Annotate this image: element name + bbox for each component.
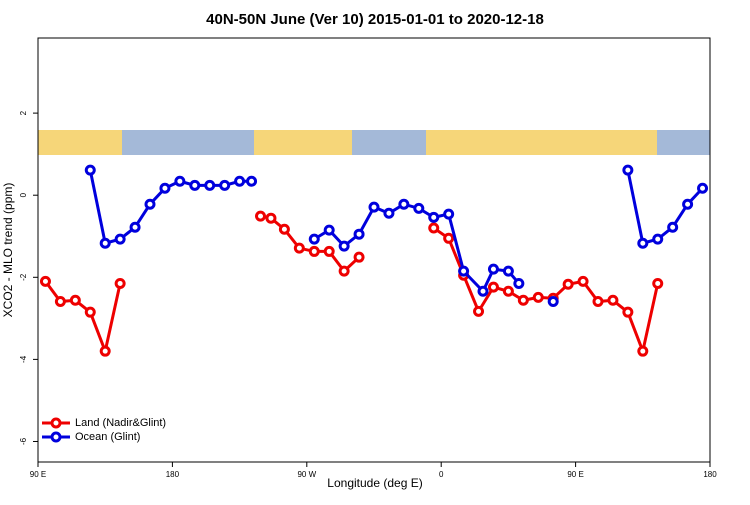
chart-title: 40N-50N June (Ver 10) 2015-01-01 to 2020… bbox=[206, 11, 544, 28]
data-point bbox=[189, 179, 201, 191]
data-point bbox=[219, 179, 231, 191]
y-tick-label: 0 bbox=[19, 192, 28, 197]
legend-marker bbox=[50, 431, 62, 443]
data-point bbox=[487, 263, 499, 275]
series-line bbox=[432, 226, 660, 357]
data-point bbox=[84, 164, 96, 176]
data-point bbox=[622, 306, 634, 318]
data-point bbox=[99, 345, 111, 357]
data-point bbox=[517, 294, 529, 306]
data-point bbox=[652, 233, 664, 245]
data-point bbox=[473, 305, 485, 317]
legend-marker bbox=[50, 417, 62, 429]
data-point bbox=[338, 240, 350, 252]
data-point bbox=[502, 265, 514, 277]
data-point bbox=[114, 233, 126, 245]
legend-entry: Land (Nadir&Glint) bbox=[42, 417, 166, 429]
data-point bbox=[323, 245, 335, 257]
data-point bbox=[99, 237, 111, 249]
x-axis-label: Longitude (deg E) bbox=[327, 476, 422, 490]
data-point bbox=[84, 306, 96, 318]
legend-entry: Ocean (Glint) bbox=[42, 431, 140, 443]
data-point bbox=[255, 210, 267, 222]
data-point bbox=[622, 164, 634, 176]
y-tick-label: -2 bbox=[19, 273, 28, 281]
data-point bbox=[129, 221, 141, 233]
data-point bbox=[383, 207, 395, 219]
data-point bbox=[443, 208, 455, 220]
x-tick-label: 90 E bbox=[30, 470, 46, 479]
data-point bbox=[353, 228, 365, 240]
map-strip bbox=[38, 130, 710, 155]
data-point bbox=[246, 175, 258, 187]
data-point bbox=[159, 182, 171, 194]
data-point bbox=[477, 285, 489, 297]
plot-frame bbox=[37, 37, 711, 463]
y-tick-label: 2 bbox=[19, 110, 28, 115]
data-point bbox=[547, 296, 559, 308]
data-point bbox=[174, 175, 186, 187]
data-point bbox=[308, 233, 320, 245]
data-point bbox=[428, 222, 440, 234]
data-point bbox=[234, 175, 246, 187]
data-point bbox=[144, 198, 156, 210]
data-point bbox=[69, 294, 81, 306]
data-point bbox=[532, 291, 544, 303]
data-point bbox=[308, 245, 320, 257]
x-tick-label: 180 bbox=[166, 470, 180, 479]
data-point bbox=[637, 345, 649, 357]
data-point bbox=[458, 265, 470, 277]
data-point bbox=[204, 179, 216, 191]
data-point bbox=[338, 265, 350, 277]
data-point bbox=[513, 277, 525, 289]
data-point bbox=[443, 232, 455, 244]
data-point bbox=[682, 198, 694, 210]
data-point bbox=[323, 224, 335, 236]
data-point bbox=[114, 277, 126, 289]
data-point bbox=[293, 242, 305, 254]
data-point bbox=[265, 212, 277, 224]
y-axis-label: XCO2 - MLO trend (ppm) bbox=[1, 183, 15, 318]
series-line bbox=[44, 280, 122, 357]
data-point bbox=[592, 296, 604, 308]
data-point bbox=[652, 277, 664, 289]
data-point bbox=[577, 275, 589, 287]
data-point bbox=[368, 201, 380, 213]
x-tick-label: 180 bbox=[703, 470, 717, 479]
y-tick-label: -6 bbox=[19, 437, 28, 445]
data-point bbox=[398, 198, 410, 210]
legend-label: Ocean (Glint) bbox=[75, 431, 140, 443]
x-tick-label: 90 W bbox=[297, 470, 316, 479]
data-point bbox=[502, 285, 514, 297]
data-point bbox=[667, 221, 679, 233]
data-point bbox=[39, 275, 51, 287]
legend-label: Land (Nadir&Glint) bbox=[75, 417, 166, 429]
data-point bbox=[353, 251, 365, 263]
data-point bbox=[562, 278, 574, 290]
x-tick-label: 0 bbox=[439, 470, 444, 479]
data-point bbox=[637, 237, 649, 249]
x-tick-label: 90 E bbox=[567, 470, 583, 479]
data-point bbox=[697, 182, 709, 194]
y-tick-label: -4 bbox=[19, 355, 28, 363]
data-point bbox=[54, 296, 66, 308]
data-point bbox=[428, 211, 440, 223]
data-point bbox=[607, 294, 619, 306]
data-point bbox=[487, 281, 499, 293]
data-point bbox=[278, 223, 290, 235]
data-point bbox=[413, 202, 425, 214]
